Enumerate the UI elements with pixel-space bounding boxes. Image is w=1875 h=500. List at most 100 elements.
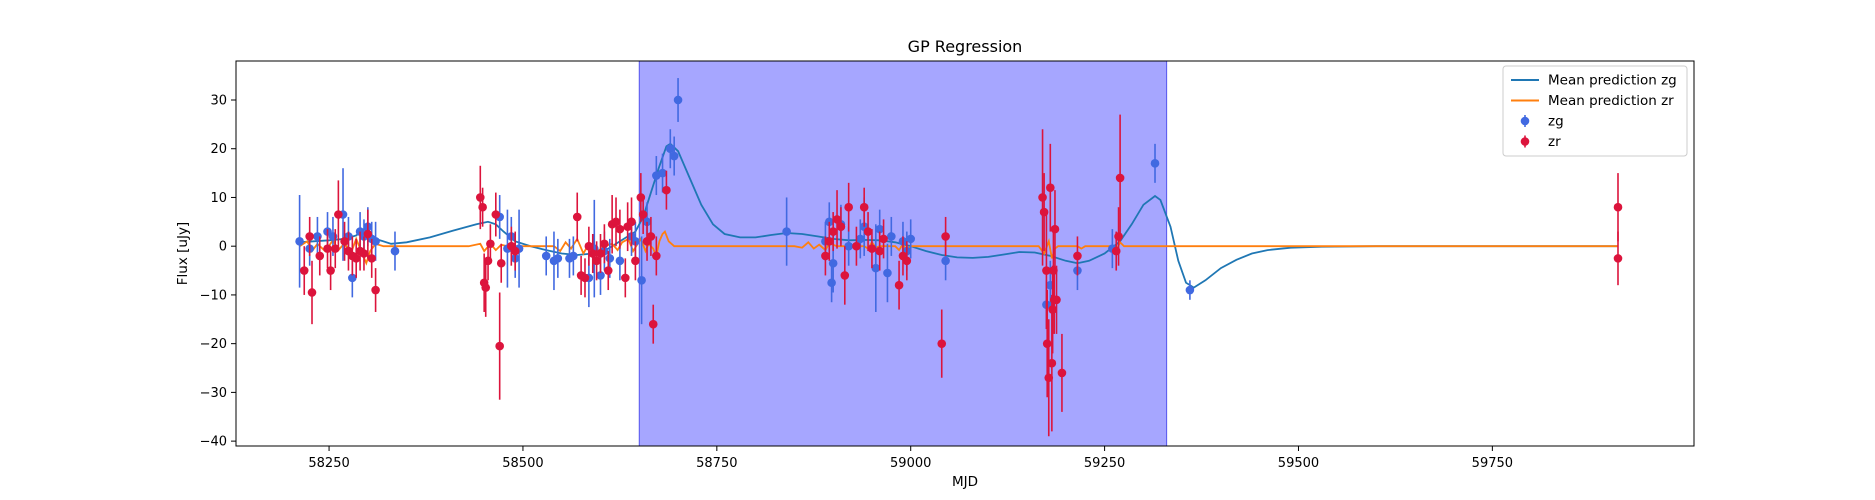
zg-data-point [906, 234, 916, 244]
legend-item-zr: zr [1520, 134, 1561, 150]
mean-prediction-zg-line [299, 142, 1618, 289]
zr-data-point [603, 266, 613, 275]
y-tick-label: 0 [219, 240, 227, 255]
zg-data-point [569, 251, 578, 261]
zr-data-point [638, 210, 648, 219]
zr-data-point [611, 217, 621, 227]
zr-data-point [840, 271, 850, 280]
y-tick-label: −20 [200, 337, 227, 352]
y-tick-label: −10 [200, 288, 227, 303]
chart-title: GP Regression [908, 37, 1023, 56]
zg-data-point [828, 258, 838, 268]
zr-data-point [596, 249, 605, 258]
zr-data-point [592, 256, 601, 266]
zr-data-point [941, 232, 950, 241]
zr-data-point [1052, 295, 1061, 305]
zr-data-point [1047, 358, 1057, 368]
zg-data-point [295, 237, 304, 246]
zr-data-point [852, 241, 861, 251]
zr-data-point [859, 202, 869, 212]
legend-box [1502, 65, 1688, 157]
zg-data-point [596, 271, 605, 280]
zr-data-point [1042, 266, 1051, 275]
zr-data-point [486, 239, 495, 249]
zr-data-point [1613, 254, 1623, 263]
y-axis-label: Flux [uJy] [175, 222, 191, 285]
zg-data-point [390, 246, 400, 256]
zr-data-point [580, 273, 590, 283]
zg-data-point [658, 168, 667, 178]
x-axis-ticks: 58250 58500 58750 59000 59250 59500 59750 [308, 446, 1513, 471]
zr-data-point [648, 319, 658, 329]
zr-data-point [367, 254, 377, 263]
zg-data-point [615, 256, 625, 266]
zr-data-point [371, 285, 380, 295]
zr-data-point [1115, 173, 1125, 183]
x-tick-label: 59250 [1084, 456, 1125, 471]
zr-data-point [495, 341, 504, 351]
zr-data-point [491, 210, 501, 219]
x-axis-label: MJD [952, 474, 978, 490]
zr-data-point [652, 251, 661, 261]
zr-data-point [615, 224, 625, 234]
zr-data-point [832, 215, 842, 224]
zg-data-point [665, 144, 675, 154]
zg-data-point [871, 263, 881, 273]
zr-data-point [305, 232, 314, 241]
zr-data-point [1046, 183, 1055, 193]
zr-data-point [1073, 251, 1082, 261]
zr-data-point [572, 212, 582, 222]
zr-data-point [828, 227, 838, 236]
zr-data-point [1050, 224, 1060, 234]
series-zr [299, 114, 1623, 437]
y-tick-label: 10 [210, 191, 227, 206]
legend-label: zr [1548, 134, 1561, 150]
zr-data-point [1044, 373, 1054, 383]
zr-data-point [937, 339, 947, 348]
y-tick-label: 20 [210, 142, 227, 157]
zg-data-point [541, 251, 551, 261]
zg-data-point [844, 241, 853, 251]
zr-data-point [334, 210, 343, 219]
plot-frame [235, 60, 1695, 447]
zr-data-point [323, 244, 332, 253]
zr-data-point [315, 251, 325, 261]
legend-label: Mean prediction zg [1548, 73, 1677, 89]
x-tick-label: 58500 [502, 456, 543, 471]
legend-label: Mean prediction zr [1548, 93, 1674, 109]
zg-data-point [605, 254, 615, 263]
zg-data-point [669, 151, 679, 161]
zr-data-point [584, 241, 594, 251]
zr-data-point [863, 227, 873, 236]
zr-data-point [1613, 202, 1623, 212]
zr-data-point [600, 239, 609, 249]
y-axis-ticks: −40 −30 −20 −10 0 10 20 30 [200, 93, 236, 450]
zr-data-point [1038, 193, 1047, 202]
zr-data-point [351, 254, 361, 263]
zr-data-point [1057, 368, 1067, 378]
zg-data-point [553, 254, 563, 263]
zr-data-point [631, 256, 640, 266]
x-tick-label: 59750 [1472, 456, 1513, 471]
zg-data-point [348, 273, 357, 283]
zg-data-point [856, 234, 865, 244]
zg-data-point [941, 256, 950, 266]
zr-data-point [478, 202, 487, 212]
zg-data-point [782, 227, 791, 236]
zr-data-point [821, 251, 830, 261]
zg-data-point [637, 276, 646, 285]
zr-data-point [588, 249, 598, 258]
zr-data-point [340, 237, 349, 246]
zr-data-point [662, 185, 671, 195]
zr-data-point [875, 246, 884, 256]
zg-data-point [887, 232, 896, 241]
zr-data-point [326, 266, 335, 275]
zr-data-point [359, 249, 369, 258]
y-tick-label: 30 [210, 93, 227, 108]
zr-data-point [510, 246, 520, 256]
zr-data-point [363, 229, 373, 239]
x-tick-label: 59500 [1278, 456, 1319, 471]
legend-label: zg [1548, 114, 1564, 130]
zr-data-point [1114, 232, 1123, 241]
